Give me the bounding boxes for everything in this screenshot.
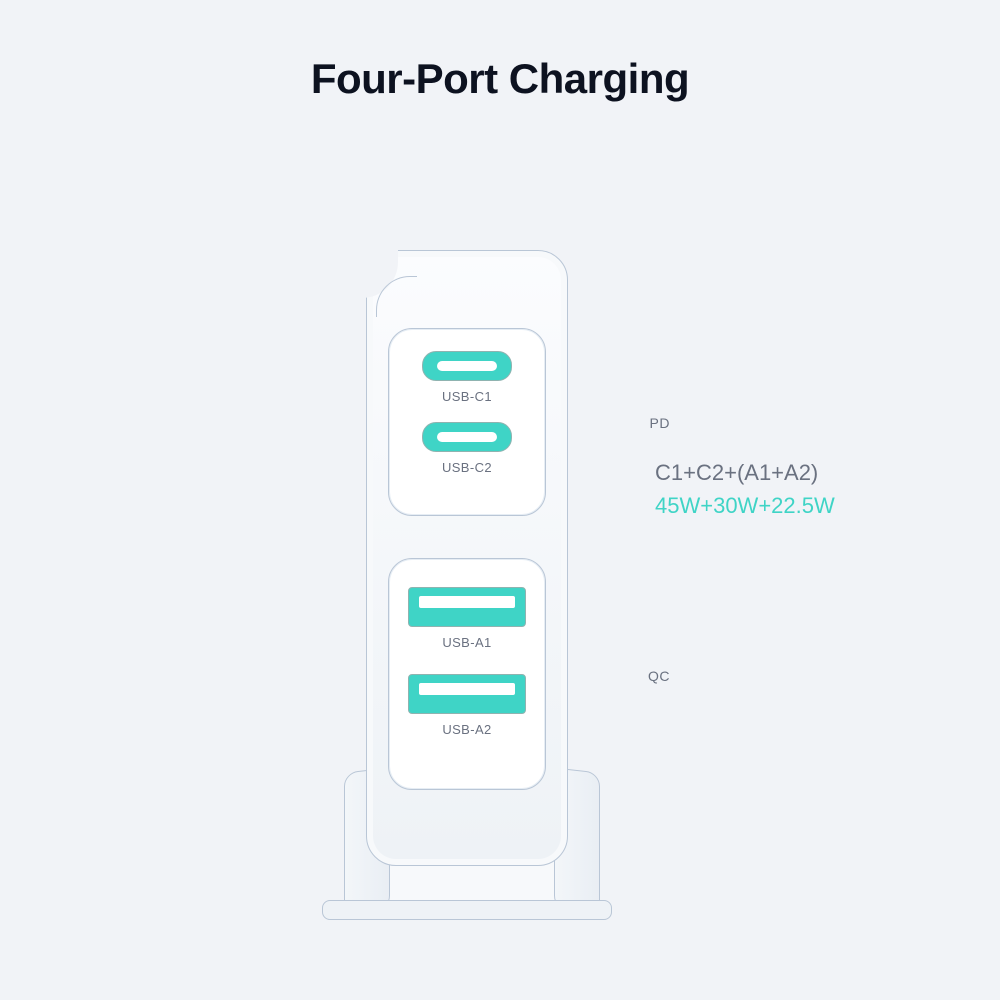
usb-c-port-icon (422, 351, 512, 381)
panel-tag-qc: QC (648, 668, 670, 684)
port-label-usb-a1: USB-A1 (389, 635, 545, 650)
stand-foot (322, 900, 612, 920)
panel-qc: USB-A1 USB-A2 (388, 558, 546, 790)
port-label-usb-a2: USB-A2 (389, 722, 545, 737)
usb-a-port-icon (408, 674, 526, 714)
power-info-ports: C1+C2+(A1+A2) (655, 456, 835, 489)
usb-a-port-icon (408, 587, 526, 627)
power-info: C1+C2+(A1+A2) 45W+30W+22.5W (655, 456, 835, 522)
port-label-usb-c1: USB-C1 (389, 389, 545, 404)
charger-illustration: USB-C1 USB-C2 PD USB-A1 USB-A2 QC (330, 250, 640, 950)
power-info-watts: 45W+30W+22.5W (655, 489, 835, 522)
port-label-usb-c2: USB-C2 (389, 460, 545, 475)
panel-pd: USB-C1 USB-C2 (388, 328, 546, 516)
charger-shoulder-notch (342, 242, 398, 298)
page-title: Four-Port Charging (0, 55, 1000, 103)
panel-tag-pd: PD (650, 415, 670, 431)
usb-c-port-icon (422, 422, 512, 452)
